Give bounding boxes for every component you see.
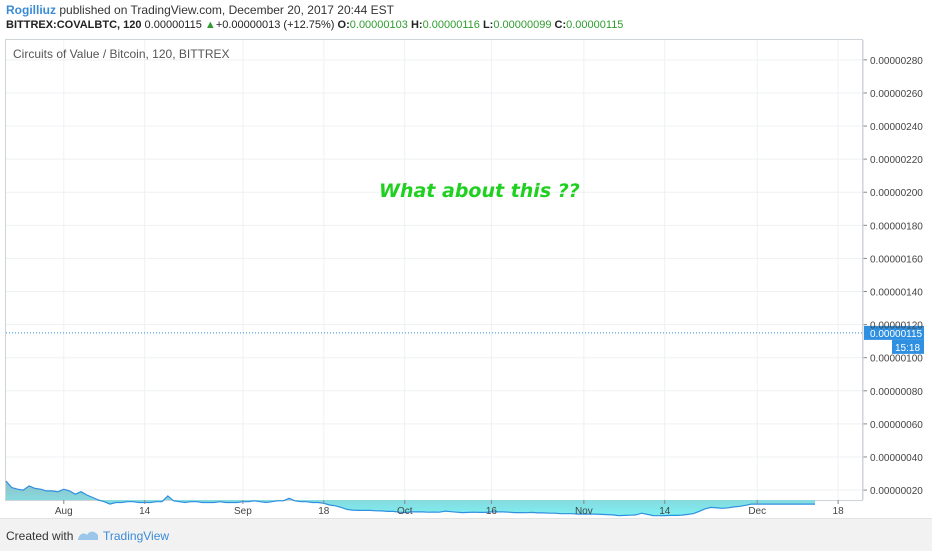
close-value: 0.00000115: [566, 19, 624, 31]
current-price-label: 0.00000115: [870, 329, 923, 340]
low-label: L:: [482, 19, 494, 31]
grid: [6, 40, 862, 500]
x-tick-label: Oct: [397, 506, 413, 517]
countdown-label: 15:18: [895, 343, 920, 354]
y-tick-label: 0.00000040: [870, 453, 923, 464]
x-axis: Aug 14 Sep 18 Oct 16 Nov 14 Dec 18: [55, 500, 844, 517]
published-text: published on TradingView.com, December 2…: [59, 3, 394, 17]
footer: Created with TradingView: [0, 518, 932, 551]
y-axis: 0.00000020 0.00000040 0.00000060 0.00000080…: [862, 40, 923, 500]
open-label: O:: [337, 19, 350, 31]
y-tick-label: 0.00000180: [870, 221, 923, 232]
current-price-marker: 0.00000115 15:18: [6, 325, 924, 354]
created-with-label: Created with: [6, 529, 74, 543]
x-tick-label: Dec: [748, 506, 766, 517]
y-tick-label: 0.00000100: [870, 354, 923, 365]
ticker-line: BITTREX:COVALBTC, 120 0.00000115 ▲+0.000…: [6, 19, 623, 31]
countdown-tag: [892, 339, 924, 354]
x-tick-label: Aug: [55, 506, 73, 517]
high-value: 0.00000116: [422, 19, 480, 31]
x-tick-label: 14: [659, 506, 671, 517]
y-tick-label: 0.00000220: [870, 155, 923, 166]
y-tick-label: 0.00000140: [870, 288, 923, 299]
y-tick-label: 0.00000020: [870, 486, 923, 497]
ticker-change: +0.00000013 (+12.75%): [215, 19, 335, 31]
tradingview-brand-link[interactable]: TradingView: [103, 529, 170, 543]
y-tick-label: 0.00000260: [870, 89, 923, 100]
chart-title: Circuits of Value / Bitcoin, 120, BITTRE…: [13, 47, 230, 61]
tradingview-logo-icon: [78, 531, 98, 540]
x-tick-label: 16: [486, 506, 498, 517]
up-arrow-icon: ▲: [204, 19, 216, 31]
x-tick-label: 18: [318, 506, 330, 517]
author-link[interactable]: Rogilliuz: [6, 3, 56, 17]
current-price-tag: [864, 325, 924, 340]
y-tick-label: 0.00000160: [870, 254, 923, 265]
x-tick-label: 14: [139, 506, 151, 517]
close-label: C:: [554, 19, 567, 31]
open-value: 0.00000103: [349, 19, 408, 31]
y-tick-label: 0.00000280: [870, 56, 923, 67]
x-tick-label: 18: [833, 506, 845, 517]
publish-line: Rogilliuz published on TradingView.com, …: [6, 3, 394, 17]
y-tick-label: 0.00000080: [870, 387, 923, 398]
y-tick-label: 0.00000200: [870, 188, 923, 199]
x-tick-label: Sep: [234, 506, 252, 517]
high-label: H:: [410, 19, 423, 31]
low-value: 0.00000099: [493, 19, 552, 31]
y-tick-label: 0.00000060: [870, 420, 923, 431]
price-line: [5, 480, 815, 517]
y-tick-label: 0.00000240: [870, 122, 923, 133]
x-tick-label: Nov: [575, 506, 593, 517]
y-tick-label: 0.00000120: [870, 321, 923, 332]
ticker-symbol: BITTREX:COVALBTC, 120: [6, 19, 142, 31]
ticker-last: 0.00000115: [144, 19, 202, 31]
annotation-text: What about this ??: [379, 180, 580, 202]
price-area: [6, 481, 815, 516]
